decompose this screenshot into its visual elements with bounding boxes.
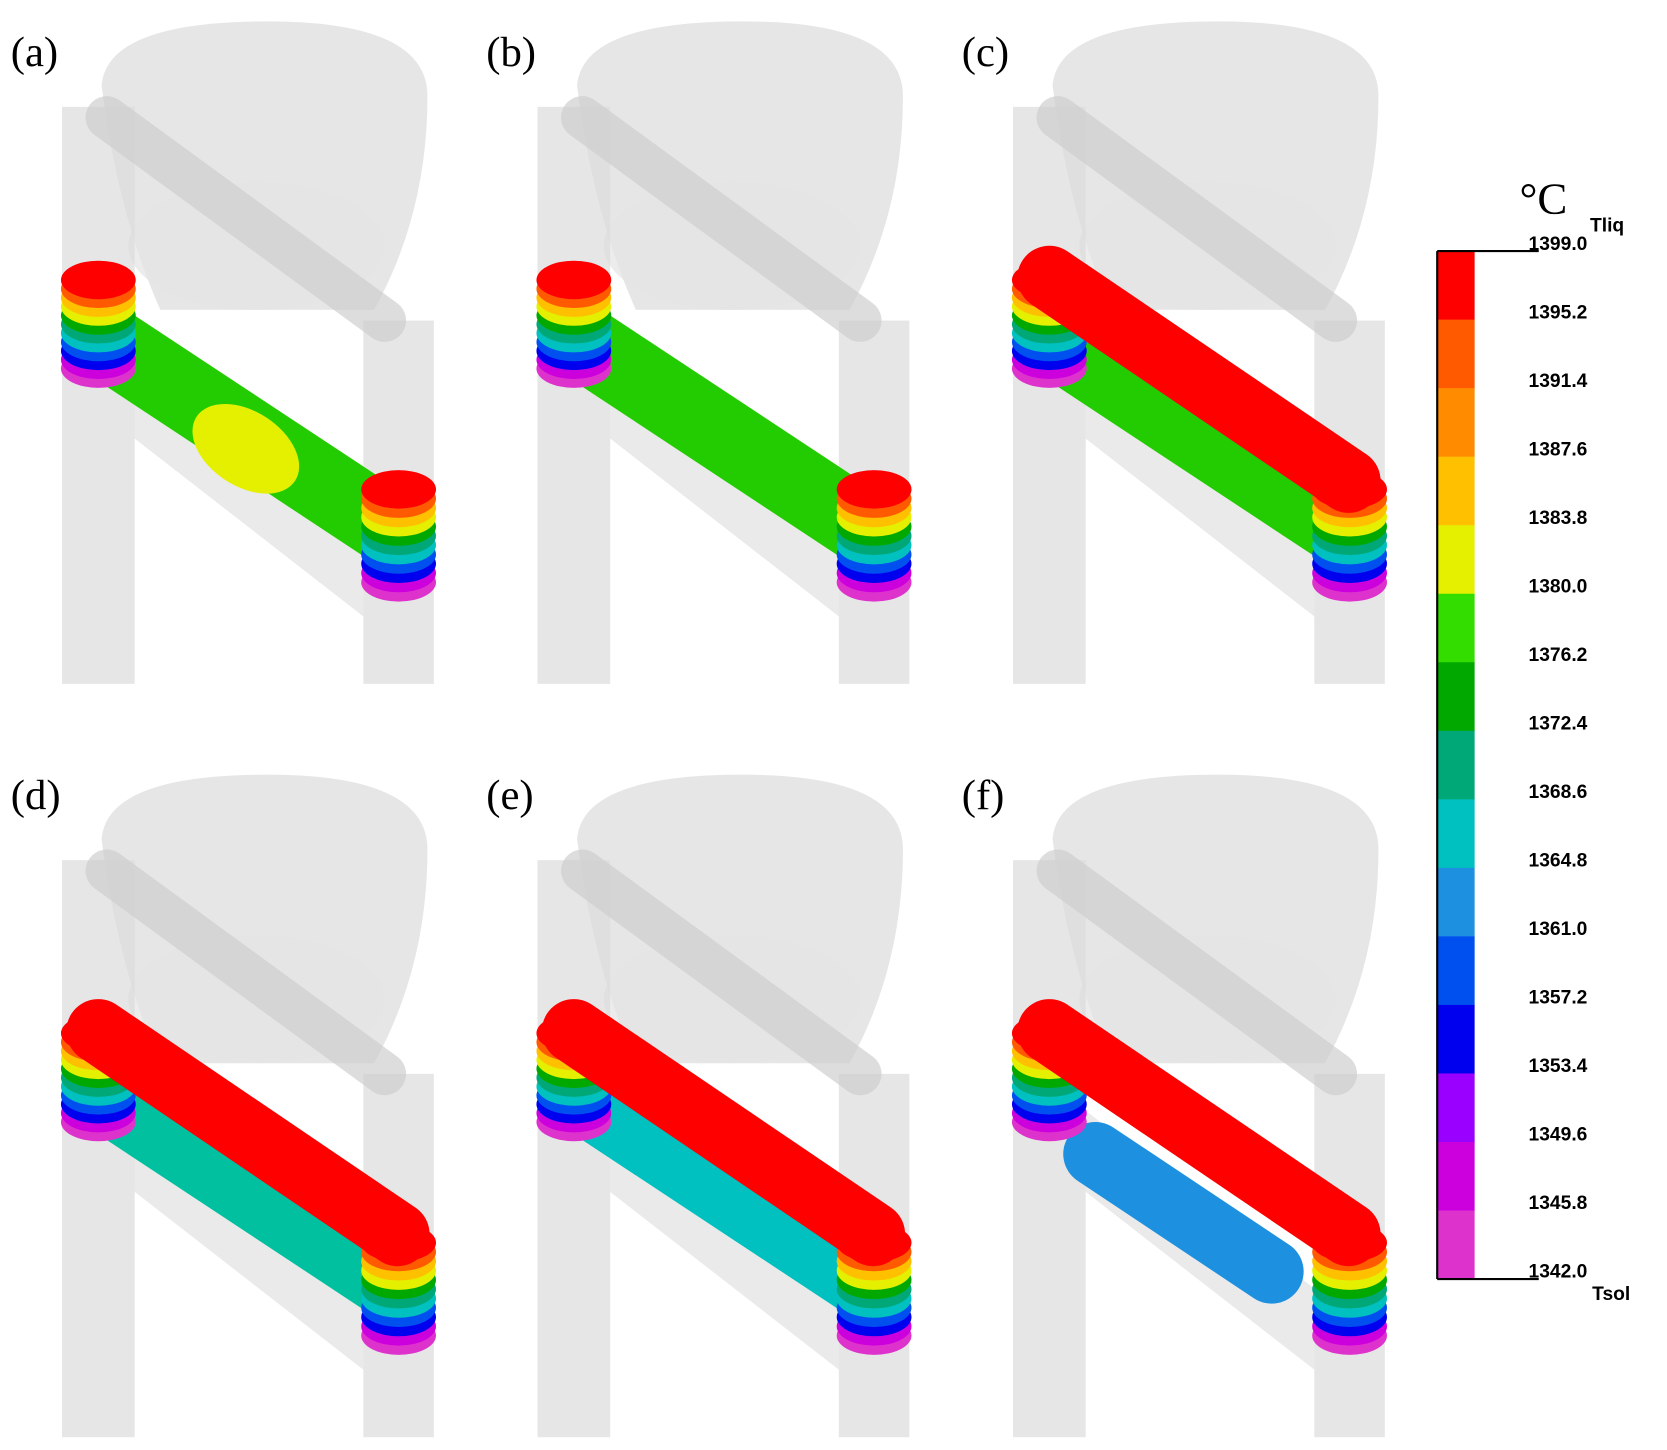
colorbar-band [1437,662,1475,732]
colorbar-tick-label: 1376.2 [1529,645,1588,666]
panel-label: (f) [962,772,1005,819]
rod [561,849,882,1096]
casting-runner [1017,245,1381,513]
rod [85,849,407,1096]
colorbar-tick-label: 1357.2 [1529,988,1588,1009]
colorbar-band [1437,730,1475,800]
casting-runner [66,999,430,1267]
colorbar-tick-label: 1387.6 [1529,439,1588,460]
colorbar-tick-label: 1395.2 [1529,302,1588,323]
panel: (f) [962,772,1388,1438]
colorbar-band [1437,799,1475,869]
colorbar-top-label: Tliq [1590,216,1624,237]
panel-label: (d) [11,772,61,819]
colorbar-tick-label: 1380.0 [1529,576,1588,597]
casting-runner [1017,999,1381,1267]
colorbar-band [1437,251,1475,321]
panel: (b) [486,21,912,684]
panel-label: (b) [486,29,536,76]
panel: (a) [11,21,437,684]
colorbar-band [1437,1073,1475,1143]
casting-bar [1020,304,1379,567]
casting-runner [541,999,906,1267]
colorbar-bottom-label: Tsol [1592,1284,1630,1305]
colorbar-band [1437,1004,1475,1074]
panel: (c) [962,21,1388,684]
colorbar-band [1437,936,1475,1006]
panel: (e) [486,772,912,1438]
panel: (d) [11,772,437,1438]
rod [561,96,882,342]
casting-band [361,470,437,509]
panel-label: (e) [486,772,533,819]
colorbar-band [1437,388,1475,458]
colorbar-band [1437,525,1475,595]
casting-band [536,260,612,300]
casting-bar [544,304,903,567]
rod [85,96,407,342]
colorbar-tick-label: 1342.0 [1529,1262,1588,1283]
colorbar-band [1437,319,1475,389]
colorbar-tick-label: 1353.4 [1529,1056,1588,1077]
casting-band [836,470,912,509]
colorbar-unit: °C [1519,174,1567,224]
panel-label: (a) [11,29,58,76]
rod [1036,849,1358,1096]
colorbar-tick-label: 1383.8 [1529,508,1588,529]
hot-spot [192,403,300,494]
rod [1036,96,1358,342]
panel-label: (c) [962,29,1009,76]
colorbar-band [1437,867,1475,937]
colorbar-tick-label: 1368.6 [1529,782,1588,803]
colorbar-tick-label: 1364.8 [1529,851,1588,872]
colorbar-band [1437,1141,1475,1212]
colorbar-tick-label: 1372.4 [1529,713,1588,734]
colorbar-band [1437,593,1475,663]
colorbar-tick-label: 1399.0 [1529,234,1588,255]
colorbar-tick-label: 1349.6 [1529,1125,1588,1146]
casting-bar [544,1057,903,1320]
casting-bar [69,1057,428,1320]
colorbar-tick-label: 1361.0 [1529,919,1588,940]
colorbar-band [1437,1210,1475,1280]
casting-band [60,260,136,300]
casting-bar [1063,1121,1304,1304]
colorbar-band [1437,456,1475,526]
colorbar-tick-label: 1345.8 [1529,1193,1588,1214]
colorbar-tick-label: 1391.4 [1529,371,1588,392]
